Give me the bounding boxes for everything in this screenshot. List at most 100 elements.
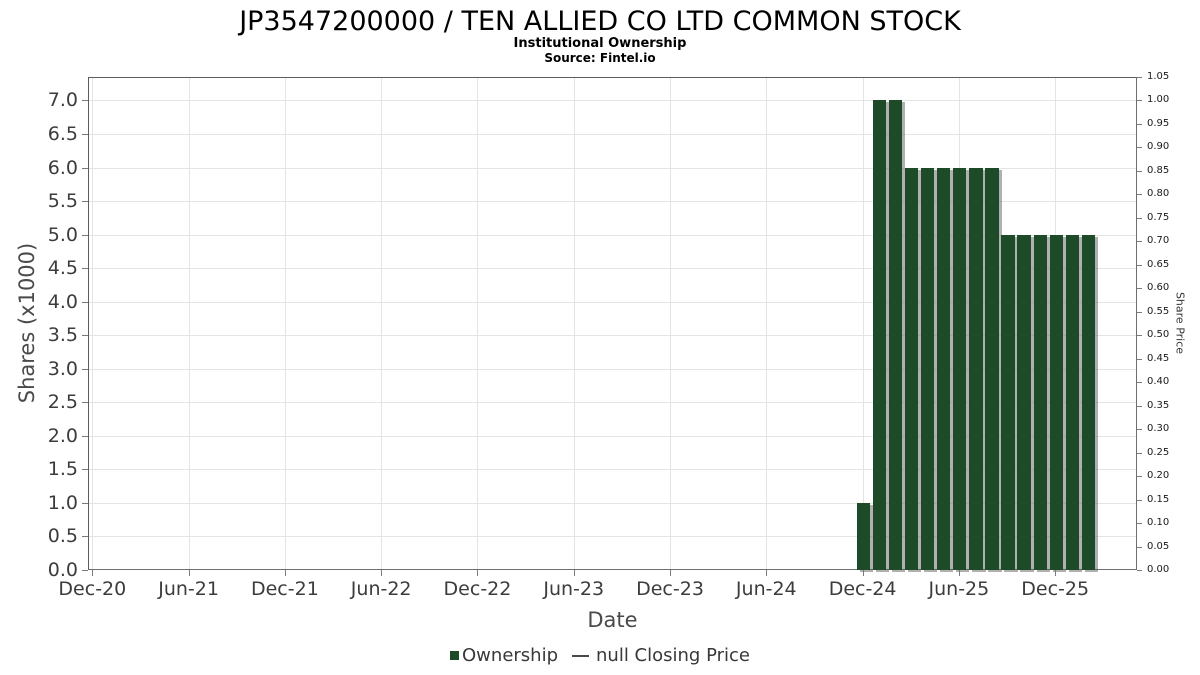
- y-tick-label: 6.5: [47, 123, 78, 145]
- y2-tick-label: 0.35: [1147, 399, 1170, 411]
- gridline-horizontal: [89, 234, 1136, 236]
- y2-tick-label: 0.05: [1147, 540, 1170, 552]
- y2-axis-tick: [1137, 123, 1142, 125]
- ownership-bar[interactable]: [1001, 234, 1015, 570]
- y-tick-label: 2.0: [47, 424, 78, 447]
- gridline-horizontal: [89, 435, 1136, 437]
- legend-item: null Closing Price: [572, 645, 750, 666]
- legend: Ownership null Closing Price: [0, 645, 1200, 666]
- y2-tick-label: 0.45: [1147, 352, 1170, 364]
- y2-axis-tick: [1137, 147, 1142, 149]
- y2-axis-tick: [1137, 100, 1142, 102]
- x-axis-tick: [1055, 570, 1057, 576]
- y-tick-label: 0.5: [47, 525, 78, 548]
- ownership-bar[interactable]: [985, 167, 999, 570]
- x-axis-tick: [92, 570, 94, 576]
- y2-axis-tick: [1137, 264, 1142, 266]
- y2-axis-tick: [1137, 241, 1142, 243]
- ownership-bar[interactable]: [1017, 234, 1031, 570]
- gridline-vertical: [862, 78, 864, 569]
- y2-axis-tick: [1137, 405, 1142, 407]
- legend-label: Ownership: [462, 645, 559, 666]
- legend-label: null Closing Price: [596, 645, 750, 666]
- y-axis-tick: [82, 570, 88, 571]
- ownership-bar[interactable]: [921, 167, 935, 570]
- y2-tick-label: 0.20: [1147, 470, 1170, 482]
- x-axis-tick: [958, 570, 960, 576]
- y-tick-label: 6.0: [47, 156, 78, 179]
- x-axis-tick: [670, 570, 672, 576]
- legend-item: Ownership: [450, 645, 558, 666]
- gridline-horizontal: [89, 268, 1136, 270]
- y2-tick-label: 0.40: [1147, 376, 1170, 388]
- gridline-vertical: [381, 78, 383, 569]
- gridline-horizontal: [89, 134, 1136, 135]
- y-tick-label: 1.0: [47, 491, 78, 514]
- y2-axis-tick: [1137, 217, 1142, 219]
- gridline-horizontal: [89, 402, 1136, 404]
- ownership-bar[interactable]: [937, 167, 951, 570]
- y2-axis-tick: [1137, 523, 1142, 525]
- y2-axis-tick: [1137, 170, 1142, 172]
- x-tick-label: Dec-21: [250, 578, 319, 600]
- ownership-bar[interactable]: [1049, 234, 1063, 570]
- y-tick-label: 7.0: [47, 89, 78, 112]
- x-axis-tick: [573, 570, 575, 576]
- y2-tick-label: 0.80: [1147, 188, 1170, 200]
- ownership-bar[interactable]: [889, 100, 903, 570]
- x-tick-label: Jun-22: [350, 578, 412, 600]
- x-tick-label: Dec-25: [1021, 578, 1090, 600]
- y2-tick-label: 0.15: [1147, 493, 1170, 505]
- y2-tick-label: 0.65: [1147, 258, 1170, 270]
- y2-axis-tick: [1137, 194, 1142, 196]
- ownership-bar[interactable]: [1065, 234, 1079, 570]
- plot-area: [88, 77, 1137, 570]
- gridline-vertical: [92, 78, 94, 569]
- y2-tick-label: 0.90: [1147, 141, 1170, 153]
- x-axis-tick: [188, 570, 190, 576]
- x-axis-tick: [862, 570, 864, 576]
- y2-axis-tick: [1137, 476, 1142, 478]
- ownership-bar[interactable]: [857, 502, 871, 570]
- gridline-horizontal: [89, 335, 1136, 337]
- x-axis-tick: [284, 570, 286, 576]
- ownership-bar[interactable]: [969, 167, 983, 570]
- y2-axis-title: Share Price: [1173, 291, 1187, 355]
- gridline-vertical: [188, 78, 190, 569]
- ownership-bar[interactable]: [953, 167, 967, 570]
- gridline-horizontal: [89, 201, 1136, 203]
- y-tick-label: 1.5: [47, 458, 78, 481]
- y2-tick-label: 1.05: [1147, 71, 1170, 82]
- ownership-bar[interactable]: [1081, 234, 1095, 570]
- x-axis-title: Date: [587, 608, 638, 632]
- ownership-bar[interactable]: [905, 167, 919, 570]
- gridline-vertical: [766, 78, 768, 569]
- y2-tick-label: 0.60: [1147, 282, 1170, 294]
- y2-axis-tick: [1137, 429, 1142, 431]
- y2-axis-tick: [1137, 499, 1142, 501]
- gridline-horizontal: [89, 167, 1136, 169]
- y2-axis-tick: [1137, 546, 1142, 548]
- x-axis-tick: [766, 570, 768, 576]
- y2-axis-tick: [1137, 358, 1142, 360]
- ownership-bar[interactable]: [873, 100, 887, 570]
- gridline-vertical: [284, 78, 286, 569]
- x-axis-tick: [381, 570, 383, 576]
- y2-axis-tick: [1137, 335, 1142, 337]
- y2-axis-tick: [1137, 570, 1142, 571]
- y2-tick-label: 0.30: [1147, 423, 1170, 435]
- x-tick-label: Jun-25: [928, 578, 990, 600]
- gridline-horizontal: [89, 502, 1136, 504]
- x-tick-label: Dec-24: [828, 578, 897, 600]
- y2-tick-label: 0.85: [1147, 164, 1170, 176]
- gridline-vertical: [573, 78, 575, 569]
- legend-line-marker-icon: [572, 654, 590, 657]
- ownership-bar[interactable]: [1033, 234, 1047, 570]
- y-axis-title: Shares (x1000): [15, 242, 39, 404]
- gridline-horizontal: [89, 469, 1136, 471]
- x-axis-tick: [477, 570, 479, 576]
- y2-tick-label: 0.10: [1147, 517, 1170, 529]
- y2-tick-label: 0.70: [1147, 235, 1170, 247]
- x-tick-label: Jun-21: [158, 578, 219, 600]
